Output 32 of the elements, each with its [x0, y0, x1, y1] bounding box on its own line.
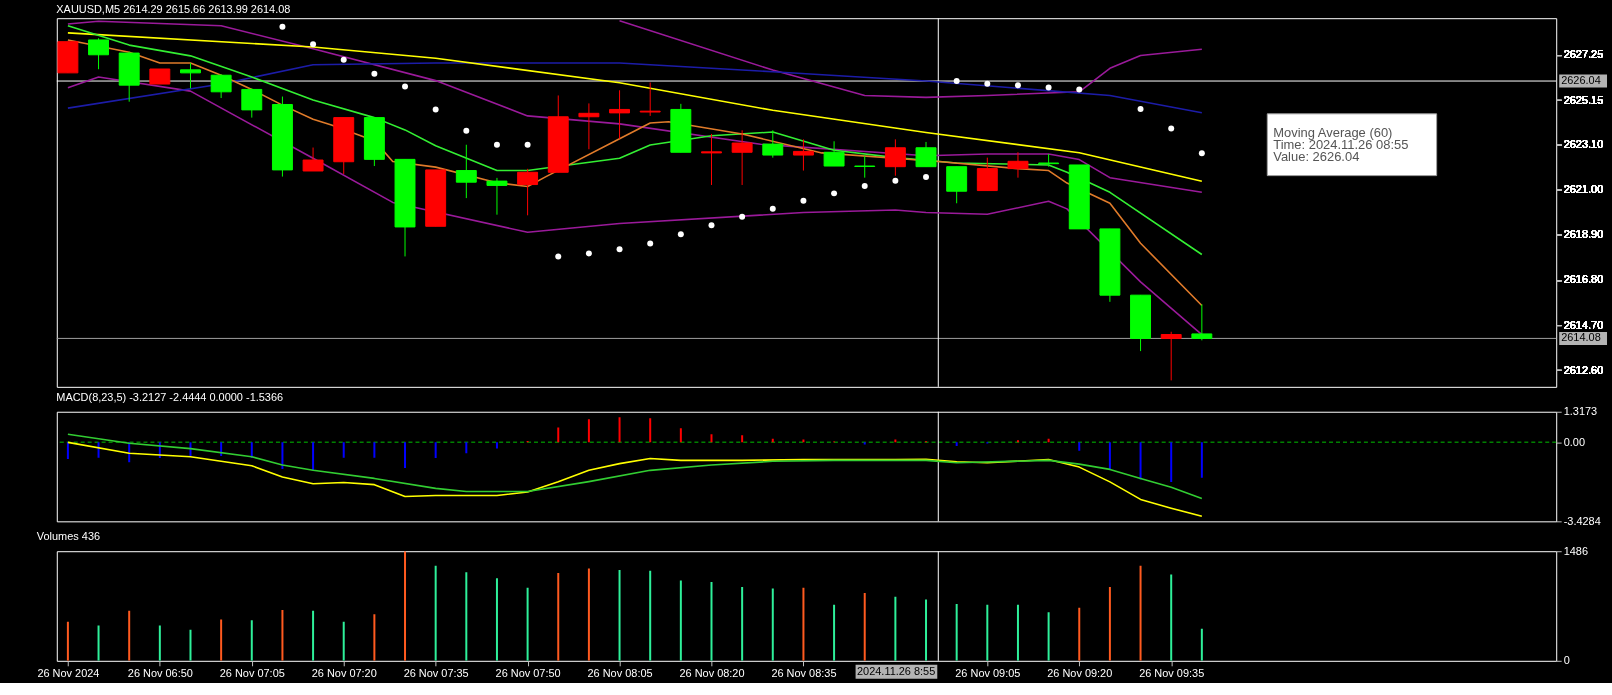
y-tick-label: 2612.60: [1563, 363, 1604, 376]
x-tick-label: 26 Nov 09:35: [1139, 667, 1205, 680]
y-tick-label: 1.3173: [1563, 405, 1598, 418]
y-tick-label: 2623.10: [1563, 137, 1604, 150]
ref-line-label: 2614.08: [1561, 331, 1601, 344]
ref-line-label: 2626.04: [1561, 74, 1601, 87]
x-tick-label: 26 Nov 07:50: [495, 667, 561, 680]
x-tick-label: 26 Nov 07:35: [403, 667, 469, 680]
chart-title: MACD(8,23,5) -3.2127 -2.4444 0.0000 -1.5366: [56, 390, 284, 403]
x-tick-label: 26 Nov 07:20: [311, 667, 377, 680]
y-tick-label: -3.4284: [1563, 514, 1601, 527]
x-tick-label: 26 Nov 08:20: [679, 667, 745, 680]
y-tick-label: 2618.90: [1563, 228, 1604, 241]
y-tick-label: 0.00: [1563, 435, 1585, 448]
ref-line-label: 2024.11.26 8:55: [857, 664, 936, 677]
y-tick-label: 0: [1563, 654, 1570, 667]
y-tick-label: 2625.15: [1563, 93, 1604, 106]
x-tick-label: 26 Nov 07:05: [219, 667, 285, 680]
chart-title: Volumes 436: [36, 530, 101, 543]
x-tick-label: 26 Nov 09:20: [1047, 667, 1113, 680]
y-tick-label: 2627.25: [1563, 48, 1604, 61]
x-tick-label: 26 Nov 2024: [37, 667, 100, 680]
y-tick-label: 2621.00: [1563, 182, 1604, 195]
x-tick-label: 26 Nov 08:35: [771, 667, 837, 680]
x-tick-label: 26 Nov 06:50: [127, 667, 193, 680]
x-tick-label: 26 Nov 08:05: [587, 667, 653, 680]
y-tick-label: 2614.70: [1563, 318, 1604, 331]
y-tick-label: 1486: [1563, 544, 1589, 557]
annotation: Value: 2626.04: [1273, 148, 1360, 164]
y-tick-label: 2616.80: [1563, 273, 1604, 286]
x-tick-label: 26 Nov 09:05: [955, 667, 1021, 680]
chart-title: XAUUSD,M5 2614.29 2615.66 2613.99 2614.08: [56, 2, 291, 15]
